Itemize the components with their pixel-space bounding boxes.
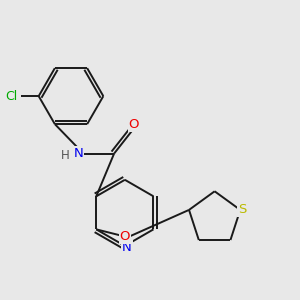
Text: S: S [238, 203, 246, 216]
Text: N: N [122, 241, 131, 254]
Text: H: H [61, 149, 70, 162]
Text: N: N [73, 147, 83, 160]
Text: O: O [129, 118, 139, 130]
Text: Cl: Cl [5, 90, 17, 103]
Text: O: O [120, 230, 130, 243]
